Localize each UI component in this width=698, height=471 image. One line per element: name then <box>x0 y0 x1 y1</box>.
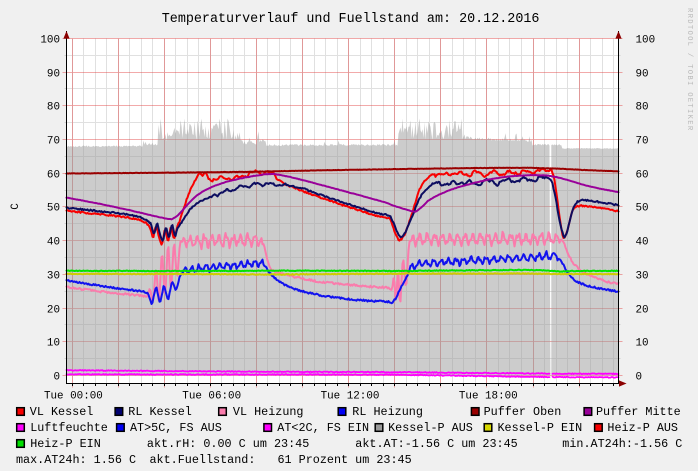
svg-text:20: 20 <box>636 304 649 316</box>
svg-text:akt.AT:-1.56 C um 23:45: akt.AT:-1.56 C um 23:45 <box>355 437 517 451</box>
svg-text:30: 30 <box>636 270 649 282</box>
svg-text:C: C <box>10 203 22 210</box>
svg-text:Tue 00:00: Tue 00:00 <box>44 390 103 402</box>
svg-text:80: 80 <box>636 101 649 113</box>
svg-text:61 Prozent um 23:45: 61 Prozent um 23:45 <box>278 453 412 467</box>
svg-text:90: 90 <box>47 68 60 80</box>
svg-text:10: 10 <box>636 337 649 349</box>
svg-text:Temperaturverlauf und Fuellsta: Temperaturverlauf und Fuellstand am: 20.… <box>162 12 540 27</box>
svg-text:AT<2C, FS EIN: AT<2C, FS EIN <box>277 421 369 435</box>
svg-text:VL Heizung: VL Heizung <box>233 405 304 419</box>
svg-text:10: 10 <box>47 337 60 349</box>
svg-text:30: 30 <box>47 270 60 282</box>
svg-text:Tue 06:00: Tue 06:00 <box>182 390 241 402</box>
svg-text:0: 0 <box>53 371 60 383</box>
svg-text:akt.Fuellstand:: akt.Fuellstand: <box>150 453 256 467</box>
svg-text:Heiz-P EIN: Heiz-P EIN <box>30 437 101 451</box>
svg-text:Luftfeuchte: Luftfeuchte <box>30 421 108 435</box>
svg-text:Tue 18:00: Tue 18:00 <box>459 390 518 402</box>
svg-text:60: 60 <box>47 169 60 181</box>
svg-text:RL Kessel: RL Kessel <box>128 405 192 419</box>
svg-text:70: 70 <box>47 135 60 147</box>
svg-text:RRDTOOL / TOBI OETIKER: RRDTOOL / TOBI OETIKER <box>685 8 693 132</box>
svg-text:0: 0 <box>636 371 643 383</box>
svg-text:40: 40 <box>636 236 649 248</box>
svg-text:Heiz-P AUS: Heiz-P AUS <box>607 421 678 435</box>
svg-text:100: 100 <box>636 34 656 46</box>
svg-text:max.AT24h: 1.56 C: max.AT24h: 1.56 C <box>16 453 136 467</box>
svg-text:100: 100 <box>40 34 60 46</box>
svg-text:min.AT24h:-1.56 C: min.AT24h:-1.56 C <box>562 437 682 451</box>
svg-text:Kessel-P AUS: Kessel-P AUS <box>388 421 473 435</box>
svg-text:Puffer Mitte: Puffer Mitte <box>596 405 681 419</box>
svg-text:Puffer Oben: Puffer Oben <box>484 405 562 419</box>
svg-text:Tue 12:00: Tue 12:00 <box>321 390 380 402</box>
svg-text:40: 40 <box>47 236 60 248</box>
svg-text:50: 50 <box>636 202 649 214</box>
svg-text:akt.rH: 0.00 C um 23:45: akt.rH: 0.00 C um 23:45 <box>147 437 309 451</box>
svg-text:RL Heizung: RL Heizung <box>352 405 423 419</box>
svg-text:20: 20 <box>47 304 60 316</box>
svg-text:AT>5C, FS AUS: AT>5C, FS AUS <box>130 421 222 435</box>
svg-text:80: 80 <box>47 101 60 113</box>
svg-text:Kessel-P EIN: Kessel-P EIN <box>498 421 583 435</box>
svg-text:60: 60 <box>636 169 649 181</box>
svg-text:50: 50 <box>47 202 60 214</box>
svg-text:70: 70 <box>636 135 649 147</box>
svg-text:VL Kessel: VL Kessel <box>30 405 94 419</box>
svg-text:90: 90 <box>636 68 649 80</box>
